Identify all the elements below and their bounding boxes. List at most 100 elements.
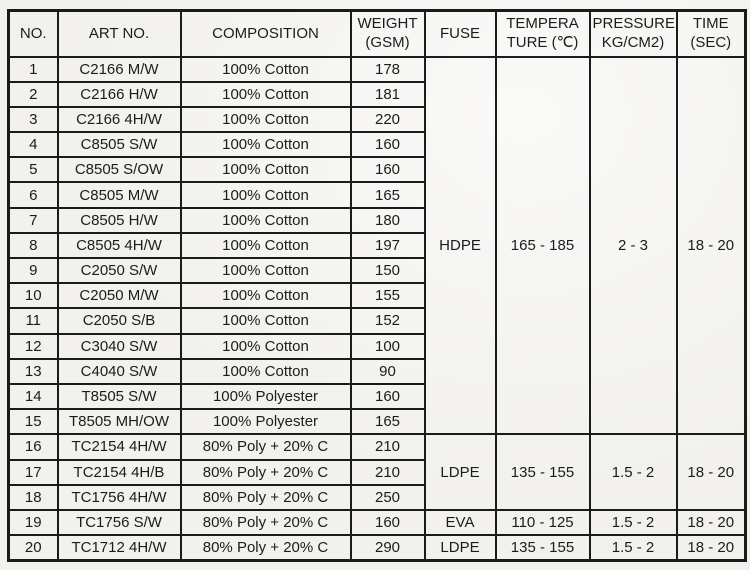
pressure-cell: 2 - 3 [588, 55, 678, 436]
art-no-cell: C2166 4H/W [56, 105, 182, 134]
weight-cell: 160 [349, 156, 426, 184]
fuse-cell: LDPE [423, 534, 497, 562]
header-temperature-line2: TURE (℃) [506, 33, 579, 51]
row-number-cell: 3 [7, 105, 59, 134]
fuse-cell: EVA [423, 508, 497, 537]
weight-cell: 165 [349, 181, 426, 209]
table-row: 7 C8505 H/W 100% Cotton 180 [7, 206, 746, 234]
table-row: 3 C2166 4H/W 100% Cotton 220 [7, 105, 746, 134]
table-row: 18 TC1756 4H/W 80% Poly + 20% C 250 [7, 483, 746, 511]
composition-cell: 80% Poly + 20% C [179, 508, 352, 537]
time-cell: 18 - 20 [675, 433, 747, 511]
weight-cell: 165 [349, 408, 426, 436]
temperature-cell: 110 - 125 [494, 508, 591, 537]
weight-cell: 181 [349, 80, 426, 108]
row-number-cell: 16 [7, 433, 59, 461]
header-time-line2: (SEC) [690, 33, 732, 51]
time-cell: 18 - 20 [675, 55, 747, 436]
weight-cell: 160 [349, 382, 426, 411]
art-no-cell: C8505 M/W [56, 181, 182, 209]
header-weight: WEIGHT (GSM) [349, 9, 426, 58]
header-row: NO. ART NO. COMPOSITION WEIGHT (GSM) FUS… [7, 9, 747, 58]
row-number-cell: 13 [7, 357, 59, 385]
art-no-cell: C2050 S/B [56, 307, 182, 335]
pressure-cell: 1.5 - 2 [588, 433, 678, 511]
art-no-cell: C8505 S/W [56, 131, 182, 159]
table-row: 1 C2166 M/W 100% Cotton 178 HDPE 165 - 185 2 -… [7, 55, 747, 436]
pressure-cell: 1.5 - 2 [588, 534, 678, 562]
art-no-cell: TC2154 4H/B [56, 458, 182, 486]
composition-cell: 100% Cotton [179, 156, 352, 184]
header-time-line1: TIME [692, 15, 729, 33]
table-row: 19 TC1756 S/W 80% Poly + 20% C 160 EVA 110 - … [7, 508, 747, 537]
row-number-cell: 15 [7, 408, 59, 436]
spec-table: NO. ART NO. COMPOSITION WEIGHT (GSM) FUS… [7, 9, 747, 562]
art-no-cell: TC2154 4H/W [56, 433, 182, 461]
weight-cell: 197 [349, 231, 426, 260]
header-temperature-line1: TEMPERA [506, 15, 579, 33]
table-row: 10 C2050 M/W 100% Cotton 155 [7, 282, 746, 310]
table-row: 4 C8505 S/W 100% Cotton 160 [7, 131, 746, 159]
art-no-cell: TC1712 4H/W [56, 534, 182, 562]
weight-cell: 155 [349, 282, 426, 310]
table-row: 15 T8505 MH/OW 100% Polyester 165 [7, 408, 746, 436]
row-number-cell: 7 [7, 206, 59, 234]
header-weight-line1: WEIGHT [357, 15, 418, 33]
composition-cell: 100% Cotton [179, 282, 352, 310]
weight-cell: 160 [349, 131, 426, 159]
table-row: 9 C2050 S/W 100% Cotton 150 [7, 256, 746, 285]
weight-cell: 152 [349, 307, 426, 335]
art-no-cell: T8505 MH/OW [56, 408, 182, 436]
table-row: 2 C2166 H/W 100% Cotton 181 [7, 80, 746, 108]
art-no-cell: C2050 M/W [56, 282, 182, 310]
art-no-cell: C8505 4H/W [56, 231, 182, 260]
row-number-cell: 2 [7, 80, 59, 108]
weight-cell: 210 [349, 433, 426, 461]
weight-cell: 178 [349, 55, 426, 83]
art-no-cell: TC1756 4H/W [56, 483, 182, 511]
header-weight-line2: (GSM) [365, 33, 410, 51]
composition-cell: 100% Cotton [179, 256, 352, 285]
art-no-cell: C2166 M/W [56, 55, 182, 83]
header-pressure-line1: PRESSURE [592, 15, 676, 33]
table-row: 6 C8505 M/W 100% Cotton 165 [7, 181, 746, 209]
row-number-cell: 10 [7, 282, 59, 310]
time-cell: 18 - 20 [675, 534, 747, 562]
row-number-cell: 6 [7, 181, 59, 209]
row-number-cell: 4 [7, 131, 59, 159]
fuse-cell: LDPE [423, 433, 497, 511]
weight-cell: 250 [349, 483, 426, 511]
pressure-cell: 1.5 - 2 [588, 508, 678, 537]
composition-cell: 80% Poly + 20% C [179, 433, 352, 461]
composition-cell: 100% Cotton [179, 131, 352, 159]
header-art-no: ART NO. [56, 9, 182, 58]
table-row: 20 TC1712 4H/W 80% Poly + 20% C 290 LDPE 135 … [7, 534, 747, 562]
row-number-cell: 19 [7, 508, 59, 537]
composition-cell: 100% Cotton [179, 80, 352, 108]
art-no-cell: C8505 S/OW [56, 156, 182, 184]
composition-cell: 100% Polyester [179, 408, 352, 436]
table-row: 5 C8505 S/OW 100% Cotton 160 [7, 156, 746, 184]
art-no-cell: C2166 H/W [56, 80, 182, 108]
composition-cell: 80% Poly + 20% C [179, 458, 352, 486]
header-composition: COMPOSITION [179, 9, 352, 58]
composition-cell: 100% Cotton [179, 307, 352, 335]
composition-cell: 100% Cotton [179, 332, 352, 360]
art-no-cell: C8505 H/W [56, 206, 182, 234]
weight-cell: 160 [349, 508, 426, 537]
composition-cell: 80% Poly + 20% C [179, 534, 352, 562]
table-row: 17 TC2154 4H/B 80% Poly + 20% C 210 [7, 458, 746, 486]
weight-cell: 210 [349, 458, 426, 486]
art-no-cell: TC1756 S/W [56, 508, 182, 537]
row-number-cell: 20 [7, 534, 59, 562]
weight-cell: 220 [349, 105, 426, 134]
table-row: 13 C4040 S/W 100% Cotton 90 [7, 357, 746, 385]
composition-cell: 100% Cotton [179, 55, 352, 83]
weight-cell: 150 [349, 256, 426, 285]
header-temperature: TEMPERA TURE (℃) [494, 9, 591, 58]
row-number-cell: 9 [7, 256, 59, 285]
row-number-cell: 1 [7, 55, 59, 83]
temperature-cell: 135 - 155 [494, 433, 591, 511]
composition-cell: 100% Cotton [179, 231, 352, 260]
